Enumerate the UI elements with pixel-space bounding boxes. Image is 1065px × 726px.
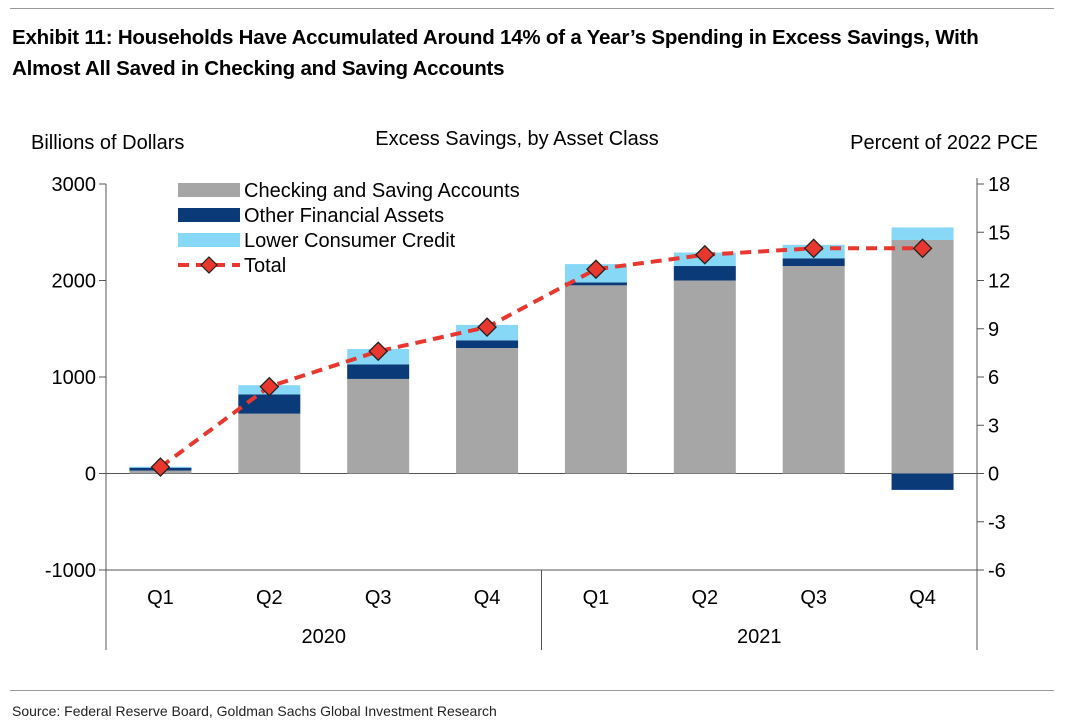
right-tick-label: 0 <box>988 464 999 486</box>
right-axis-label: Percent of 2022 PCE <box>850 132 1038 154</box>
category-label: Q2 <box>256 587 283 609</box>
total-point <box>477 317 497 338</box>
group-label: 2021 <box>737 626 782 648</box>
total-point <box>803 238 824 259</box>
top-rule <box>10 8 1054 9</box>
bar-segment <box>673 280 736 474</box>
exhibit-title: Exhibit 11: Households Have Accumulated … <box>12 22 1042 84</box>
group-label: 2020 <box>302 626 347 648</box>
total-line <box>150 238 933 477</box>
category-label: Q2 <box>691 587 718 609</box>
total-point <box>586 259 606 280</box>
bar-segment <box>564 285 627 474</box>
total-series-line <box>159 246 923 469</box>
total-point <box>912 238 933 259</box>
category-label: Q3 <box>800 587 827 609</box>
legend-label: Checking and Saving Accounts <box>244 180 520 202</box>
category-label: Q3 <box>365 587 392 609</box>
category-label: Q4 <box>474 587 501 609</box>
right-tick-label: 12 <box>988 271 1010 293</box>
bar-segment <box>238 394 301 414</box>
category-label: Q4 <box>909 587 936 609</box>
left-tick-label: -1000 <box>45 560 96 582</box>
bar-segment <box>456 348 519 474</box>
bar-segment <box>456 340 519 349</box>
category-label: Q1 <box>583 587 610 609</box>
total-point <box>150 457 171 477</box>
total-point <box>259 376 280 397</box>
bar-segment <box>673 266 736 281</box>
left-axis-label: Billions of Dollars <box>31 132 184 154</box>
source-note: Source: Federal Reserve Board, Goldman S… <box>12 703 497 719</box>
legend-label: Lower Consumer Credit <box>244 230 456 252</box>
right-tick-label: -3 <box>988 512 1006 534</box>
right-tick-label: 15 <box>988 222 1010 244</box>
left-tick-label: 3000 <box>52 174 97 196</box>
total-point <box>368 341 389 362</box>
bar-segment <box>238 413 301 474</box>
legend: Checking and Saving Accounts Other Financ… <box>178 180 520 277</box>
legend-marker <box>200 256 218 274</box>
legend-swatch <box>178 208 240 222</box>
legend-swatch <box>178 233 240 247</box>
bar-segment <box>891 239 954 474</box>
title-line-2: Almost All Saved in Checking and Saving … <box>12 57 505 80</box>
bar-segment <box>782 258 845 267</box>
legend-swatch <box>178 183 240 197</box>
bar-segment <box>782 266 845 474</box>
category-label: Q1 <box>147 587 174 609</box>
chart-title: Excess Savings, by Asset Class <box>375 128 658 150</box>
right-tick-label: 3 <box>988 415 999 437</box>
legend-label: Other Financial Assets <box>244 205 444 227</box>
right-tick-label: 6 <box>988 367 999 389</box>
left-tick-label: 0 <box>85 464 96 486</box>
total-point <box>694 244 715 265</box>
left-tick-label: 1000 <box>52 367 97 389</box>
bar-segment <box>891 473 954 490</box>
bottom-rule <box>10 690 1054 691</box>
title-line-1: Exhibit 11: Households Have Accumulated … <box>12 26 979 49</box>
bar-segment <box>564 282 627 286</box>
right-tick-label: 9 <box>988 319 999 341</box>
right-tick-label: 18 <box>988 174 1010 196</box>
legend-label: Total <box>244 255 286 277</box>
bar-segment <box>891 227 954 240</box>
bar-segment <box>347 364 410 379</box>
left-tick-label: 2000 <box>52 271 97 293</box>
axes: -1000 0 1000 2000 3000 -6 -3 0 3 6 9 12 15 18 Q1 Q2 Q3 Q4… <box>45 174 1010 650</box>
bar-segment <box>347 378 410 474</box>
right-tick-label: -6 <box>988 560 1006 582</box>
